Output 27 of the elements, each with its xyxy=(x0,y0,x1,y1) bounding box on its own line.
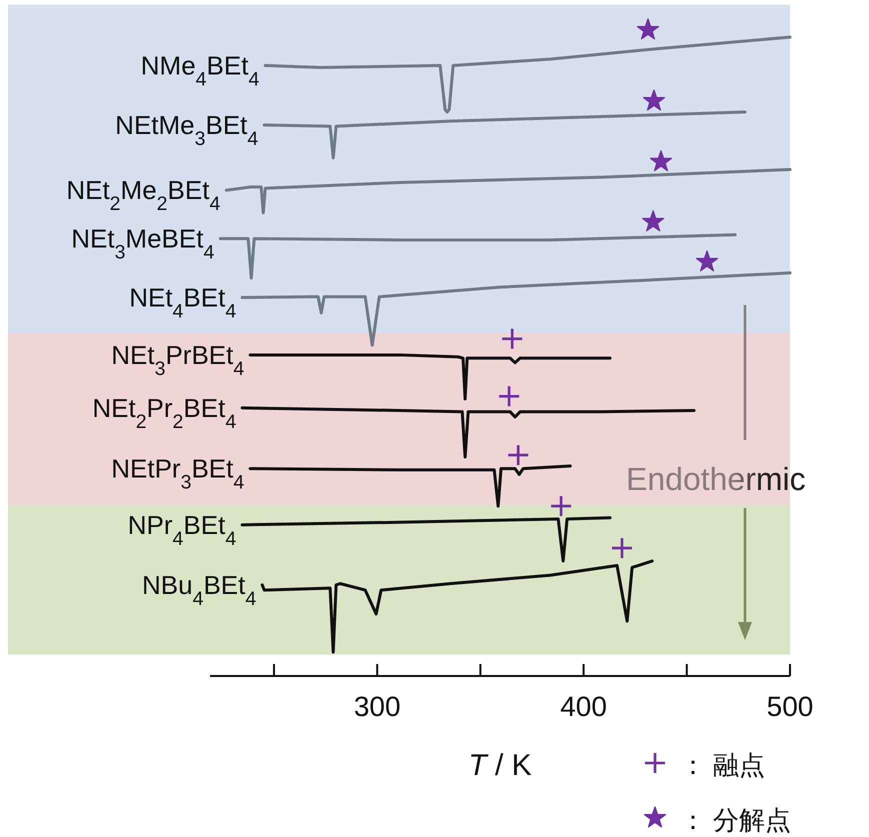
point xyxy=(612,538,632,558)
x-tick-label: 500 xyxy=(766,691,814,722)
point xyxy=(696,250,718,272)
legend-label: ： 融点 xyxy=(680,750,766,780)
annotation: Endothermic xyxy=(626,461,806,497)
point xyxy=(502,328,522,349)
x-axis-title: T / K xyxy=(468,749,532,782)
series-label: NBu$_{4}$BEt$_{4}$ xyxy=(142,570,256,610)
x-tick-label: 300 xyxy=(354,691,401,722)
series-label: NEt$_{2}$Me$_{2}$BEt$_{4}$ xyxy=(66,175,220,216)
series-label: NMe$_{4}$BEt$_{4}$ xyxy=(140,50,260,91)
series-label: NEtPr$_{3}$BEt$_{4}$ xyxy=(111,454,244,494)
series-label: NEt$_{3}$MeBEt$_{4}$ xyxy=(71,224,214,264)
series-label: NPr$_{4}$BEt$_{4}$ xyxy=(128,510,236,550)
point xyxy=(551,496,572,516)
point xyxy=(642,210,664,232)
point xyxy=(508,445,528,466)
legend-label: ： 分解点 xyxy=(680,805,792,835)
series-label: NEt$_{3}$PrBEt$_{4}$ xyxy=(111,340,244,380)
series-label: NEt$_{2}$Pr$_{2}$BEt$_{4}$ xyxy=(92,392,236,433)
series-label: NEt$_{4}$BEt$_{4}$ xyxy=(129,282,236,322)
point xyxy=(650,150,672,172)
point xyxy=(499,386,520,406)
point xyxy=(636,18,660,40)
point xyxy=(642,89,666,111)
series-label: NEtMe$_{3}$BEt$_{4}$ xyxy=(115,110,258,150)
x-tick-label: 400 xyxy=(560,691,607,722)
